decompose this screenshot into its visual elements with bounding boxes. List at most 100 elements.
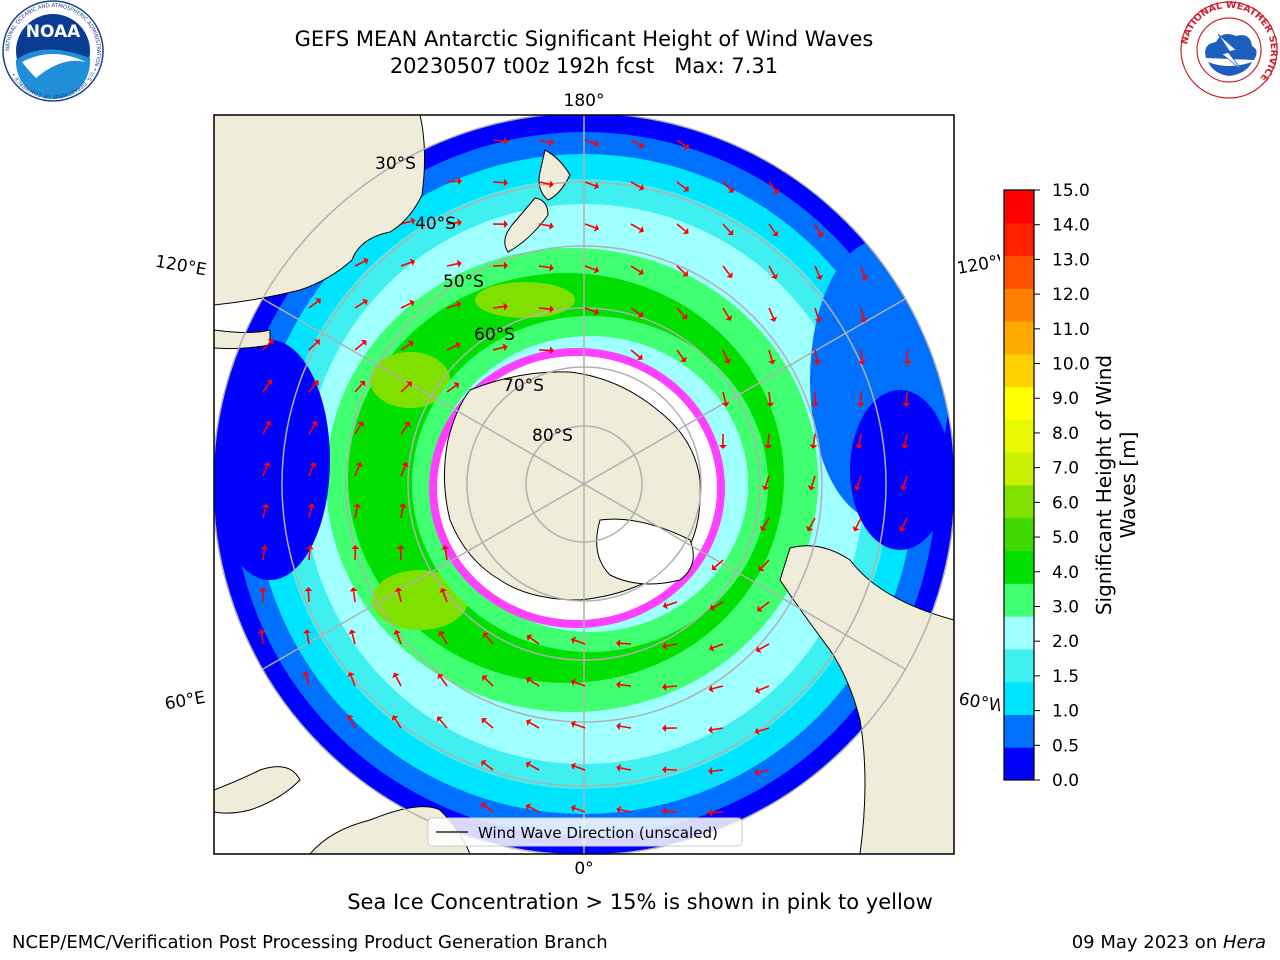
wind-wave-arrow-head	[637, 311, 644, 318]
wind-wave-arrow-head	[771, 230, 779, 237]
wind-wave-arrow-head	[616, 639, 621, 648]
wind-wave-arrow-shaft	[901, 517, 908, 529]
wind-wave-arrow-head	[267, 338, 274, 345]
colorbar-swatch	[1004, 714, 1034, 748]
colorbar-swatch	[1004, 419, 1034, 453]
graticule	[214, 115, 954, 854]
wind-wave-arrow-head	[394, 587, 403, 593]
colorbar-tick-label: 5.0	[1052, 528, 1079, 548]
wind-wave-arrow-shaft	[712, 643, 724, 649]
lat-label-50s: 50°S	[443, 272, 484, 292]
wind-wave-arrow-shaft	[308, 424, 316, 435]
wind-wave-arrow-head	[305, 545, 314, 550]
wind-wave-arrow-head	[526, 634, 533, 641]
wind-wave-arrow-shaft	[308, 548, 311, 561]
wind-wave-arrow-shaft	[904, 433, 908, 445]
wind-wave-arrow-head	[263, 462, 271, 468]
wind-wave-arrow-shaft	[262, 507, 267, 519]
wind-wave-arrow-shaft	[260, 632, 264, 645]
wind-wave-arrow-shaft	[538, 181, 550, 185]
wind-wave-arrow-head	[439, 587, 447, 594]
wind-wave-arrow-shaft	[666, 601, 678, 607]
colorbar-swatch	[1004, 616, 1034, 650]
colorbar-tick-label: 1.5	[1052, 667, 1079, 687]
wind-wave-arrow-head	[662, 724, 667, 733]
wind-wave-arrow-head	[593, 224, 600, 232]
wind-wave-arrow-head	[680, 356, 687, 363]
wind-wave-arrow-shaft	[768, 349, 773, 361]
wind-wave-arrow-shaft	[538, 265, 550, 269]
wind-wave-arrow-head	[362, 298, 368, 306]
wind-wave-arrow-head	[754, 727, 760, 736]
wind-wave-arrow-shaft	[768, 265, 776, 276]
wind-wave-arrow-head	[302, 671, 310, 677]
wind-wave-arrow-head	[347, 672, 355, 678]
wind-wave-arrow-head	[436, 716, 443, 723]
wind-wave-arrow-head	[727, 229, 734, 236]
wind-wave-arrow-head	[549, 222, 554, 230]
colorbar-frame	[1003, 189, 1035, 781]
wind-wave-arrow-head	[363, 257, 369, 265]
wind-wave-arrow-shaft	[492, 139, 505, 142]
wind-wave-arrow-head	[312, 380, 319, 386]
wind-wave-arrow-shaft	[400, 424, 409, 435]
wind-wave-arrow-shaft	[444, 549, 448, 561]
wind-wave-arrow-shaft	[676, 307, 685, 317]
colorbar-swatch	[1004, 452, 1034, 486]
wind-wave-arrow-head	[264, 420, 272, 427]
wind-wave-arrow-head	[570, 804, 577, 813]
wind-wave-arrow-shaft	[676, 139, 687, 147]
wind-wave-arrow-shaft	[630, 349, 641, 358]
wind-wave-arrow-shaft	[722, 265, 731, 276]
colorbar-tick-label: 10.0	[1052, 355, 1090, 375]
wind-wave-arrow-head	[258, 587, 267, 592]
wind-wave-arrow-shaft	[630, 139, 642, 146]
colorbar-tick-label: 9.0	[1052, 389, 1079, 409]
wind-wave-arrow-shaft	[758, 769, 770, 774]
colorbar-tick-label: 14.0	[1052, 216, 1090, 236]
colorbar-tick-label: 7.0	[1052, 459, 1079, 479]
wind-wave-arrow-shaft	[396, 633, 402, 645]
wind-wave-arrow-head	[723, 358, 732, 364]
wind-wave-arrow-shaft	[306, 633, 310, 645]
wind-wave-arrow-head	[855, 444, 864, 449]
wind-wave-arrow-head	[437, 673, 444, 680]
wind-wave-arrow-head	[570, 678, 577, 687]
wind-wave-arrow-shaft	[584, 307, 596, 313]
wind-wave-arrow-head	[396, 545, 405, 550]
wind-wave-arrow-head	[526, 718, 532, 726]
wind-wave-arrow-head	[355, 462, 363, 468]
wind-wave-arrow-head	[360, 339, 367, 347]
wind-wave-arrow-shaft	[574, 765, 586, 771]
wind-wave-arrow-shaft	[814, 223, 821, 235]
colorbar-tick-label: 1.0	[1052, 702, 1079, 722]
wind-wave-arrow-head	[346, 714, 354, 720]
wind-wave-arrow-shaft	[713, 601, 724, 609]
colorbar-swatch	[1004, 550, 1034, 584]
wind-wave-arrow-shaft	[400, 465, 406, 477]
wind-wave-arrow-shaft	[768, 391, 772, 404]
wind-wave-arrow-head	[393, 630, 401, 636]
wind-wave-arrow-head	[526, 676, 532, 684]
wind-wave-arrow-head	[708, 644, 715, 652]
wind-wave-arrow-shaft	[620, 725, 632, 729]
wind-wave-arrow-head	[662, 682, 667, 691]
wind-wave-arrow-shaft	[619, 683, 632, 687]
wind-wave-arrow-head	[525, 803, 532, 811]
wind-wave-arrow-shaft	[349, 717, 356, 729]
wind-wave-arrow-head	[453, 382, 460, 389]
wind-wave-arrow-shaft	[630, 181, 642, 189]
wind-wave-arrow-shaft	[529, 679, 540, 687]
wind-wave-arrow-shaft	[439, 719, 448, 729]
wind-wave-arrow-head	[662, 641, 667, 650]
wind-wave-arrow-head	[770, 273, 778, 280]
lon-label-120e: 120°E	[154, 252, 208, 281]
colorbar-tick-label: 2.0	[1052, 632, 1079, 652]
wind-wave-arrow-shaft	[395, 675, 402, 687]
wind-wave-arrow-shaft	[762, 517, 770, 528]
colorbar-tick-label: 8.0	[1052, 424, 1079, 444]
colorbar-tick-label: 6.0	[1052, 493, 1079, 513]
wind-wave-arrow-shaft	[305, 675, 310, 687]
wind-wave-arrow-shaft	[529, 636, 540, 645]
wind-wave-arrow-shaft	[665, 810, 678, 813]
